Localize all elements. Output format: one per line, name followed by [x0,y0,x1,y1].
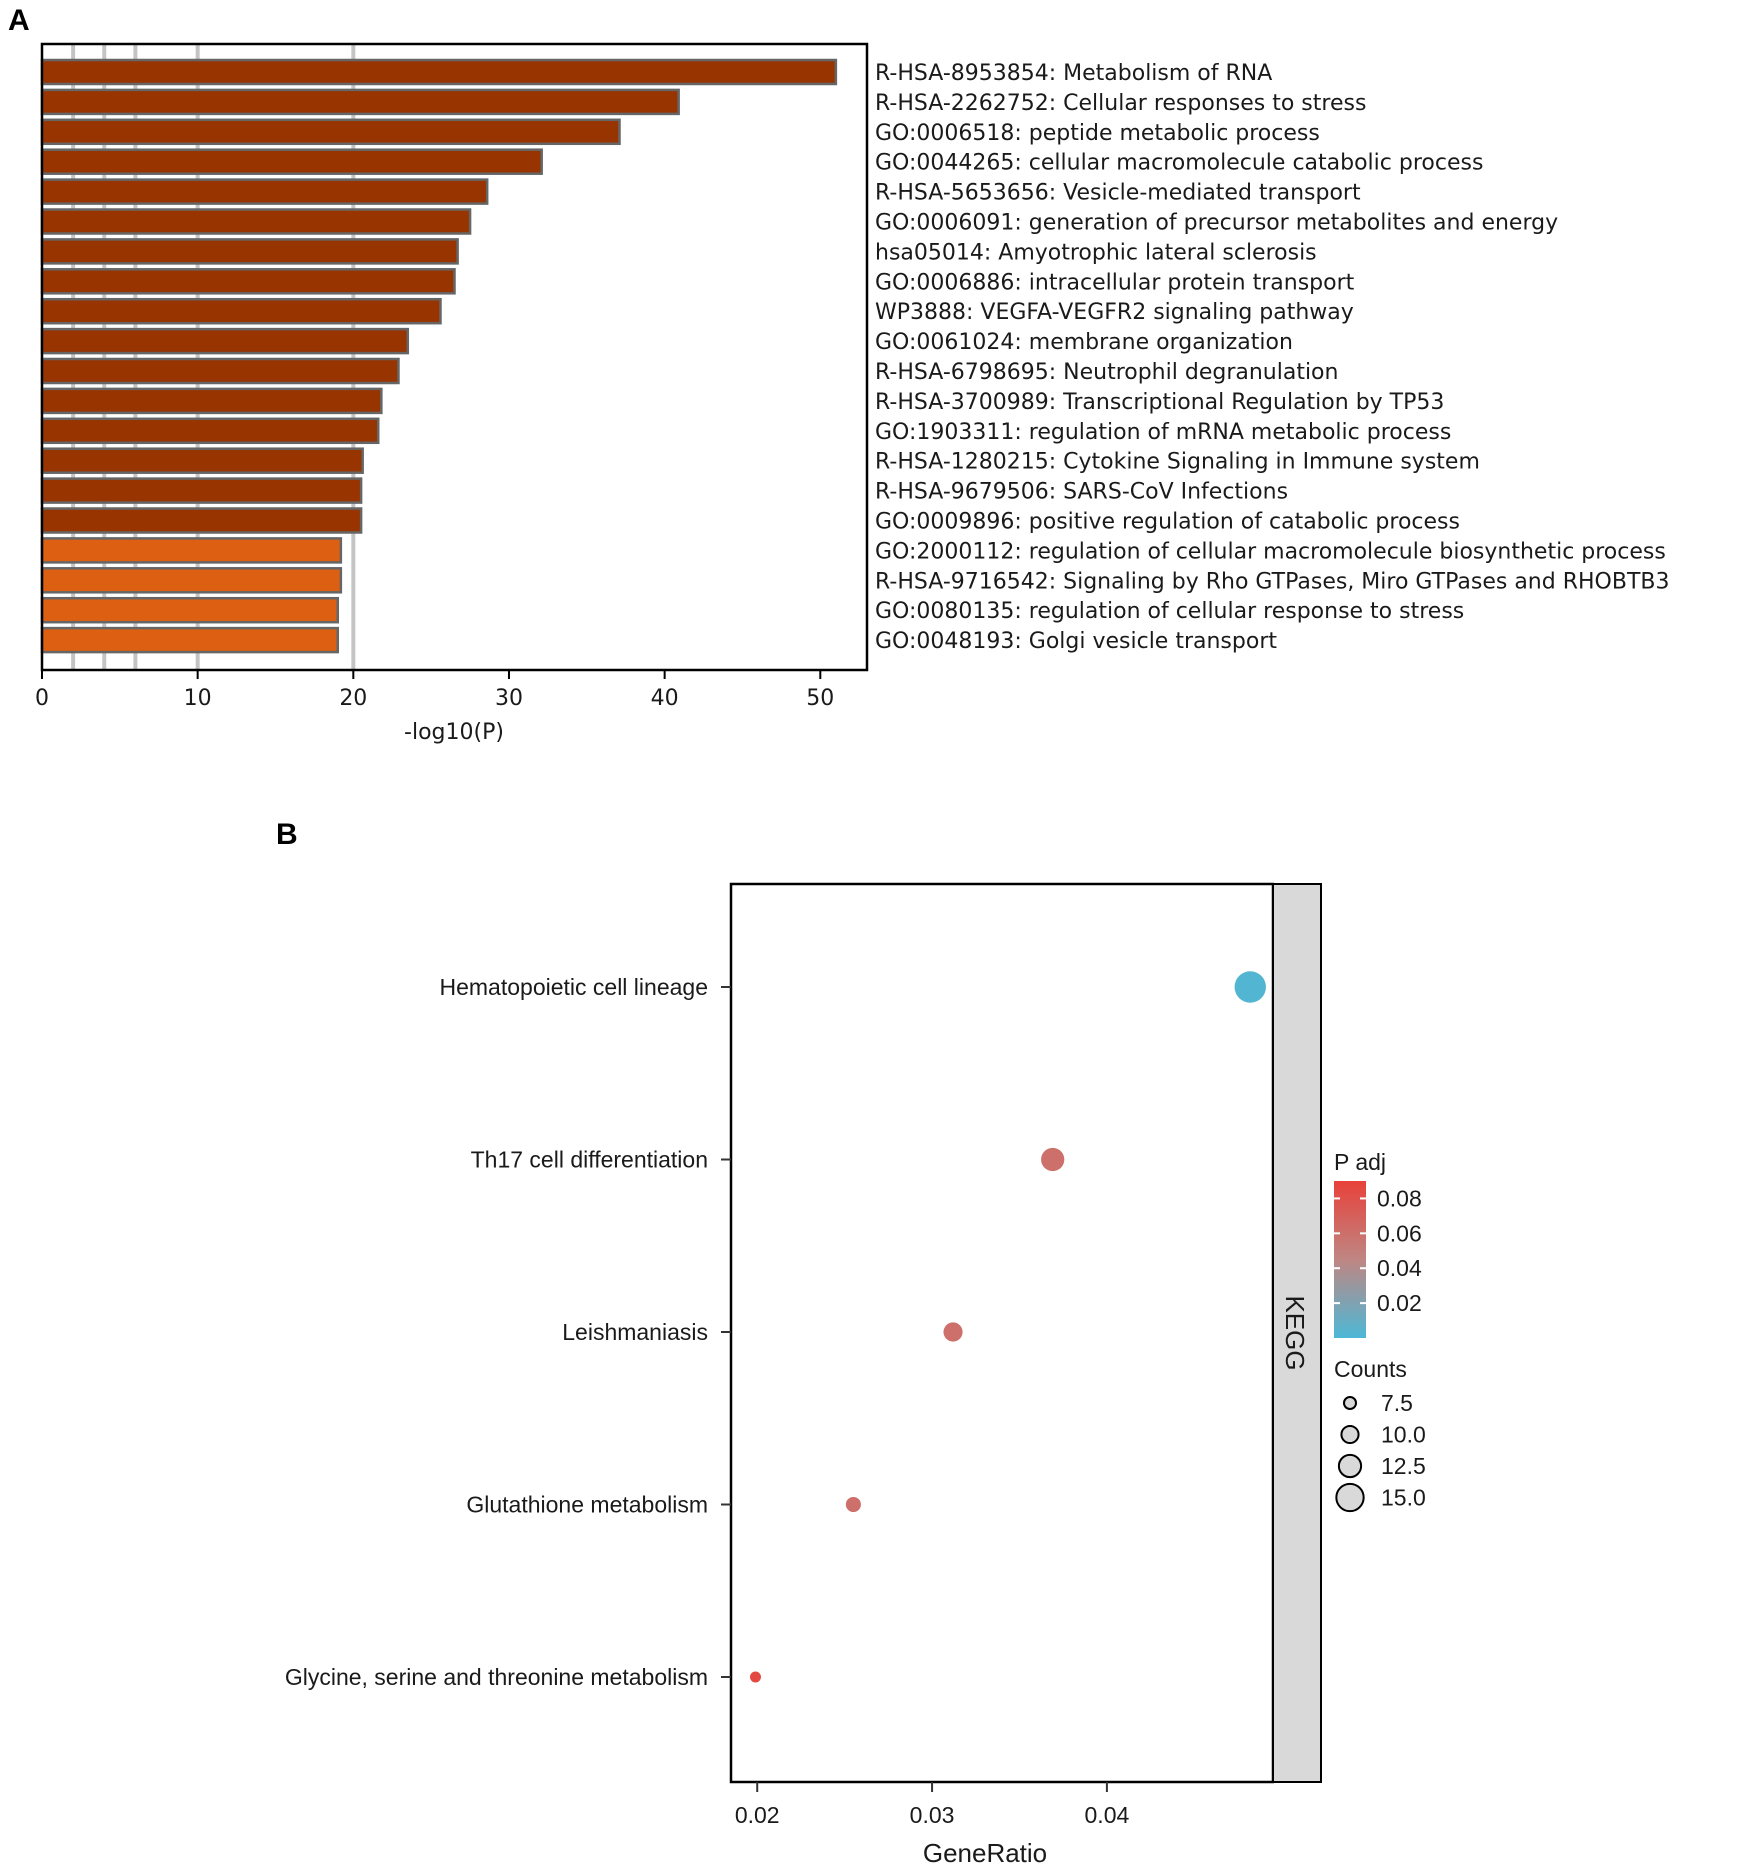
facet-label: KEGG [1280,1295,1310,1370]
bar [40,477,363,504]
plot-panel [729,882,1275,1784]
bar-label: GO:2000112: regulation of cellular macro… [875,539,1666,564]
size-legend-label: 10.0 [1381,1422,1426,1448]
bar [40,447,364,474]
bar [40,208,472,235]
color-legend-ticks: 0.08 0.06 0.04 0.02 [1334,1185,1422,1316]
x-axis-title: GeneRatio [923,1838,1047,1864]
color-tick-label: 0.04 [1377,1255,1422,1281]
bar-label: GO:0080135: regulation of cellular respo… [875,599,1464,624]
bar [40,178,489,205]
point [1234,971,1266,1003]
bars [40,58,838,654]
y-tick-label: Hematopoietic cell lineage [440,974,709,1000]
x-tick-label: 30 [495,686,523,711]
x-axis-title: -log10(P) [404,720,504,745]
bar-labels: R-HSA-8953854: Metabolism of RNA R-HSA-22… [875,61,1669,654]
bar-label: R-HSA-6798695: Neutrophil degranulation [875,360,1338,385]
x-axis: 0 10 20 30 40 50 [35,670,834,711]
bar-label: GO:0006091: generation of precursor meta… [875,211,1558,236]
panel-b-dot-plot: KEGG Hematopoietic cell lineage Th17 cell… [285,882,1426,1864]
bar [40,417,380,445]
panel-a-bar-chart: 0 10 20 30 40 50 R-HSA-8953854: Metabolism of… [35,42,1669,745]
bar [40,297,442,325]
bar [40,238,459,265]
size-legend-label: 15.0 [1381,1485,1426,1511]
panel-letter-b: B [276,818,298,851]
point [943,1322,963,1342]
y-axis: Hematopoietic cell lineage Th17 cell diff… [285,974,731,1690]
bar [40,626,340,654]
size-legend-circle [1337,1453,1363,1479]
x-tick-label: 0.03 [910,1802,955,1828]
bar-label: R-HSA-1280215: Cytokine Signaling in Imm… [875,450,1480,475]
bar-label: R-HSA-8953854: Metabolism of RNA [875,61,1272,86]
bar [40,567,343,594]
bar-label: WP3888: VEGFA-VEGFR2 signaling pathway [875,300,1354,325]
color-tick-label: 0.08 [1377,1185,1422,1211]
size-legend-label: 7.5 [1381,1390,1413,1416]
panel-letter-a: A [8,4,30,37]
color-tick-label: 0.02 [1377,1290,1422,1316]
bar-label: GO:0048193: Golgi vesicle transport [875,629,1277,654]
bar [40,118,621,146]
point [845,1496,861,1513]
size-legend-label: 12.5 [1381,1453,1426,1479]
bar-label: GO:0061024: membrane organization [875,330,1293,355]
bar-label: hsa05014: Amyotrophic lateral sclerosis [875,240,1317,265]
bar-label: GO:0006518: peptide metabolic process [875,121,1320,146]
bar [40,148,543,175]
bar-label: GO:0006886: intracellular protein transp… [875,270,1355,295]
size-legend-circle [1335,1482,1365,1513]
point [1041,1147,1065,1172]
x-tick-label: 0.04 [1085,1802,1130,1828]
bar [40,327,410,355]
size-legend-circle [1340,1424,1360,1445]
bar [40,537,343,564]
x-tick-label: 40 [651,686,679,711]
x-tick-label: 50 [806,686,834,711]
x-tick-label: 0 [35,686,49,711]
plot-frame [40,42,869,672]
size-legend-title: Counts [1334,1356,1407,1382]
size-legend-items: 7.5 10.0 12.5 15.0 [1335,1390,1426,1513]
size-legend-circle [1342,1395,1358,1411]
guide-lines [71,44,356,670]
legend: P adj 0.08 0.06 0.04 0.02 Counts 7.5 10.0 12.… [1334,1149,1426,1513]
bar [40,58,838,86]
y-tick-label: Glutathione metabolism [466,1492,708,1518]
bar [40,88,680,116]
point [749,1671,761,1683]
bar-label: R-HSA-3700989: Transcriptional Regulatio… [875,390,1444,415]
color-tick-label: 0.06 [1377,1220,1422,1246]
bar-label: GO:0044265: cellular macromolecule catab… [875,151,1483,176]
y-tick-label: Glycine, serine and threonine metabolism [285,1664,708,1690]
x-tick-label: 10 [184,686,212,711]
x-tick-label: 20 [339,686,367,711]
y-tick-label: Th17 cell differentiation [471,1147,708,1173]
bar [40,507,363,534]
bar-label: R-HSA-5653656: Vesicle-mediated transpor… [875,181,1361,206]
bar [40,596,340,624]
facet-strip [1272,883,1322,1783]
bar-label: R-HSA-9679506: SARS-CoV Infections [875,480,1288,505]
bar-label: GO:1903311: regulation of mRNA metabolic… [875,420,1451,445]
bar [40,357,400,385]
x-tick-label: 0.02 [735,1802,780,1828]
y-tick-label: Leishmaniasis [562,1319,708,1345]
bar [40,387,383,415]
color-legend-title: P adj [1334,1149,1386,1175]
bar-label: GO:0009896: positive regulation of catab… [875,510,1460,535]
bar-label: R-HSA-9716542: Signaling by Rho GTPases,… [875,569,1669,594]
bar-label: R-HSA-2262752: Cellular responses to str… [875,91,1366,116]
points [749,971,1266,1683]
color-bar [1334,1181,1366,1338]
x-axis: 0.02 0.03 0.04 [735,1782,1130,1828]
bar [40,268,456,295]
